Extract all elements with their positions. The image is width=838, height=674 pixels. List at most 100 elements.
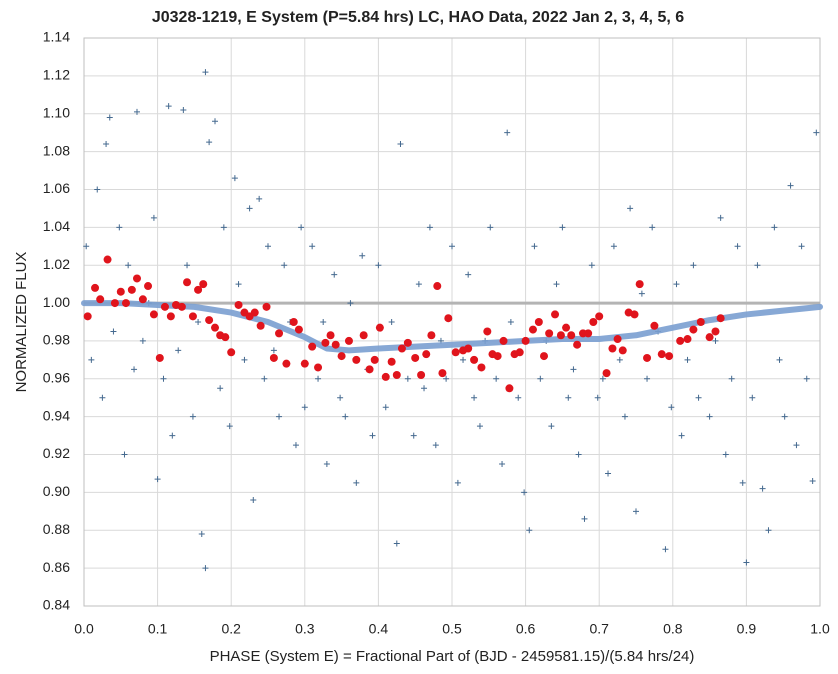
raw-point [369, 432, 376, 439]
binned-point [545, 329, 554, 338]
raw-point [695, 394, 702, 401]
binned-point [470, 355, 479, 364]
raw-point [476, 423, 483, 430]
raw-point [99, 394, 106, 401]
raw-point [150, 214, 157, 221]
raw-point [315, 375, 322, 382]
raw-point [627, 205, 634, 212]
x-axis-label: PHASE (System E) = Fractional Part of (B… [210, 648, 695, 665]
plot-border [83, 37, 821, 607]
binned-point [116, 287, 125, 296]
binned-point [665, 352, 674, 361]
y-tick-label: 0.96 [43, 370, 70, 386]
binned-point [403, 338, 412, 347]
raw-point [133, 108, 140, 115]
binned-point [411, 353, 420, 362]
raw-point [175, 347, 182, 354]
raw-point [465, 271, 472, 278]
raw-point [160, 375, 167, 382]
raw-point [449, 243, 455, 250]
raw-point [633, 508, 639, 515]
binned-point [595, 312, 604, 321]
binned-point [676, 336, 685, 345]
raw-point [690, 262, 697, 269]
raw-point [781, 413, 788, 420]
binned-point [711, 327, 720, 336]
binned-point [234, 300, 243, 309]
raw-point [189, 413, 196, 420]
x-tick-label: 0.8 [663, 621, 683, 637]
chart-title: J0328-1219, E System (P=5.84 hrs) LC, HA… [152, 9, 684, 26]
raw-point [813, 129, 820, 136]
raw-point [246, 205, 253, 212]
binned-point [696, 318, 705, 326]
raw-point [125, 262, 132, 269]
binned-point [275, 329, 284, 338]
binned-point [650, 321, 659, 330]
raw-point [759, 485, 766, 492]
binned-point [444, 314, 453, 323]
raw-point [443, 375, 450, 382]
raw-point [415, 281, 422, 288]
model-curve [81, 300, 823, 354]
raw-point [359, 252, 366, 259]
y-tick-label: 0.84 [43, 597, 70, 613]
binned-point [602, 369, 611, 378]
raw-point [749, 394, 756, 401]
binned-point [256, 321, 265, 330]
binned-point [515, 348, 524, 357]
raw-point [265, 243, 271, 250]
binned-point [630, 310, 639, 319]
binned-point [477, 363, 486, 372]
y-tick-label: 0.88 [43, 521, 70, 537]
raw-point [83, 243, 90, 250]
raw-point [559, 224, 566, 231]
raw-point [94, 186, 101, 193]
binned-point [464, 344, 473, 353]
binned-point [451, 348, 460, 357]
raw-point [212, 118, 219, 125]
raw-point [712, 337, 719, 344]
x-tick-label: 0.7 [589, 621, 609, 637]
y-tick-label: 1.10 [43, 104, 70, 120]
raw-point [121, 451, 128, 458]
raw-point [397, 141, 404, 148]
raw-point [644, 375, 651, 382]
binned-point [188, 312, 197, 321]
raw-point [342, 413, 349, 420]
x-tick-label: 0.1 [148, 621, 168, 637]
binned-point [132, 274, 141, 283]
raw-point [722, 451, 729, 458]
raw-point [198, 531, 205, 538]
binned-point [103, 255, 112, 264]
raw-point [139, 337, 146, 344]
raw-point [241, 356, 248, 363]
binned-point [127, 285, 136, 294]
raw-point [309, 243, 316, 250]
raw-point [588, 262, 595, 269]
raw-point [493, 375, 500, 382]
raw-point [388, 319, 395, 325]
raw-point [154, 476, 161, 483]
binned-point [326, 331, 335, 340]
binned-point [438, 369, 447, 378]
binned-point [584, 329, 593, 338]
raw-point [270, 347, 277, 354]
binned-point [493, 352, 502, 361]
raw-point [184, 262, 191, 269]
y-tick-label: 1.06 [43, 180, 70, 196]
y-tick-label: 1.04 [43, 218, 70, 234]
raw-point [250, 496, 257, 503]
binned-point [365, 365, 374, 374]
x-tick-label: 0.6 [516, 621, 536, 637]
raw-point [531, 243, 538, 250]
x-tick-label: 1.0 [810, 621, 830, 637]
x-tick-label: 0.5 [442, 621, 462, 637]
raw-point [256, 195, 263, 202]
raw-point [169, 432, 176, 439]
raw-point [206, 139, 213, 146]
binned-point [138, 295, 147, 304]
binned-point [370, 355, 379, 364]
binned-point [227, 348, 236, 357]
raw-point [261, 375, 268, 382]
